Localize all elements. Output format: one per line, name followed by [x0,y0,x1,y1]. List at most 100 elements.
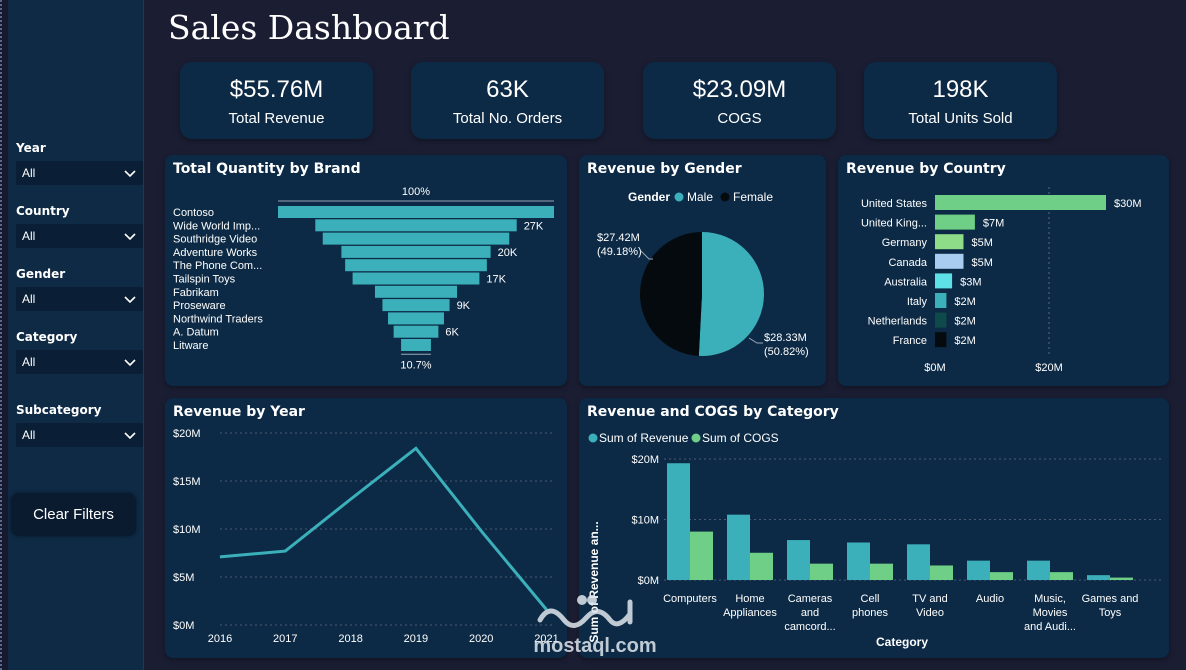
chevron-down-icon [124,432,136,440]
category-dropdown[interactable]: All [16,350,143,374]
gender-dropdown[interactable]: All [16,287,143,311]
gender-pie-panel[interactable]: Revenue by Gender Gender Male Female $28.33… [579,155,826,386]
category-x-tick-label: and Audi... [1024,621,1076,633]
revenue-line [219,446,548,611]
country-tick-label: $0M [924,362,945,374]
year-line-chart: $0M $5M $10M $15M $20M 2016 2017 2018 2019 2020 20… [173,428,559,645]
panel-title: Revenue and COGS by Category [587,404,839,420]
year-line-panel[interactable]: Revenue by Year $0M $5M $10M $15M $20M 2016 20… [165,398,567,658]
category-x-tick-label: Computers [663,593,717,605]
year-dropdown-value: All [22,166,36,180]
country-data-label: $5M [972,257,993,269]
country-bar-chart: United States $30M United King... $7M German… [861,187,1142,374]
funnel-category-label: Litware [173,340,208,352]
line-x-tick-label: 2018 [338,633,362,645]
funnel-bar [315,219,517,232]
country-dropdown[interactable]: All [16,224,143,248]
panel-title: Revenue by Gender [587,161,742,177]
category-y-tick-label: $20M [631,454,659,466]
line-x-tick-label: 2021 [534,633,558,645]
filter-sidebar: Year All Country All Gender All Category… [8,0,144,670]
category-bar [1027,560,1050,580]
line-x-tick-label: 2019 [404,633,428,645]
filter-label-country: Country [16,204,70,218]
panel-title: Revenue by Year [173,404,305,420]
country-bar [935,293,947,308]
country-category-label: United States [861,198,928,210]
pie-legend-marker [674,192,684,202]
filter-label-year: Year [16,141,46,155]
category-y-tick-label: $10M [631,515,659,527]
line-y-tick-label: $20M [173,428,201,440]
chevron-down-icon [124,170,136,178]
pie-data-label: $28.33M [764,332,807,344]
kpi-card-total-revenue: $55.76M Total Revenue [180,62,373,139]
filter-label-gender: Gender [16,267,66,281]
category-x-tick-label: Appliances [723,607,777,619]
category-x-tick-label: Games and [1082,593,1139,605]
funnel-category-label: Fabrikam [173,287,219,299]
filter-country: Country All [16,204,143,248]
funnel-category-label: Southridge Video [173,234,257,246]
country-category-label: United King... [861,218,927,230]
subcategory-dropdown[interactable]: All [16,423,143,447]
brand-funnel-panel[interactable]: Total Quantity by Brand 100% Contoso Wide … [165,155,567,386]
kpi-card-total-units: 198K Total Units Sold [864,62,1057,139]
funnel-bottom-label: 10.7% [400,359,431,371]
country-bar [935,332,947,348]
kpi-value: 63K [486,76,529,103]
country-data-label: $2M [954,316,975,328]
category-bar [967,560,990,580]
category-bar [1050,572,1073,580]
pie-data-label: (49.18%) [597,246,642,258]
category-x-tick-label: phones [852,607,889,619]
panel-title: Revenue by Country [846,161,1006,177]
country-bar-panel[interactable]: Revenue by Country United States $30M Unit… [838,155,1169,386]
year-dropdown[interactable]: All [16,161,143,185]
funnel-bar [341,245,491,258]
category-x-tick-label: Music, [1034,593,1066,605]
pie-leader-line [640,250,653,260]
category-x-tick-label: Movies [1033,607,1068,619]
kpi-label: Total No. Orders [452,110,563,127]
funnel-category-label: Proseware [173,300,226,312]
funnel-data-label: 27K [524,220,544,232]
funnel-bar [393,325,439,338]
funnel-top-label: 100% [402,186,430,198]
country-bar [935,312,947,328]
funnel-data-label: 17K [486,274,506,286]
category-bar-panel[interactable]: Revenue and COGS by Category Sum of Reve… [579,398,1169,658]
pie-legend-item: Female [733,190,773,204]
funnel-category-label: Tailspin Toys [173,274,236,286]
country-data-label: $7M [983,218,1004,230]
chevron-down-icon [124,359,136,367]
pie-legend-title: Gender [628,190,670,204]
filter-category: Category All [16,330,143,374]
line-x-tick-label: 2020 [469,633,493,645]
funnel-bar [278,206,554,218]
funnel-category-label: Adventure Works [173,247,258,259]
funnel-data-label: 9K [457,300,471,312]
country-category-label: Australia [884,276,928,288]
country-data-label: $3M [960,276,981,288]
category-bar [787,540,810,580]
kpi-card-total-orders: 63K Total No. Orders [411,62,604,139]
clear-filters-button[interactable]: Clear Filters [11,493,136,536]
category-bar [907,544,930,580]
kpi-value: 198K [932,76,989,103]
page-title: Sales Dashboard [168,8,450,47]
kpi-value: $23.09M [692,76,787,103]
filter-label-category: Category [16,330,78,344]
country-category-label: France [893,335,927,347]
category-bar [1087,575,1110,580]
funnel-category-label: A. Datum [173,327,219,339]
chevron-down-icon [124,233,136,241]
kpi-label: Total Revenue [228,110,325,127]
gender-dropdown-value: All [22,292,36,306]
category-y-axis-title: Sum of Revenue an... [587,521,601,642]
funnel-category-label: Contoso [173,207,214,219]
country-bar [935,214,975,230]
pie-legend-marker [720,192,730,202]
country-category-label: Italy [907,296,928,308]
